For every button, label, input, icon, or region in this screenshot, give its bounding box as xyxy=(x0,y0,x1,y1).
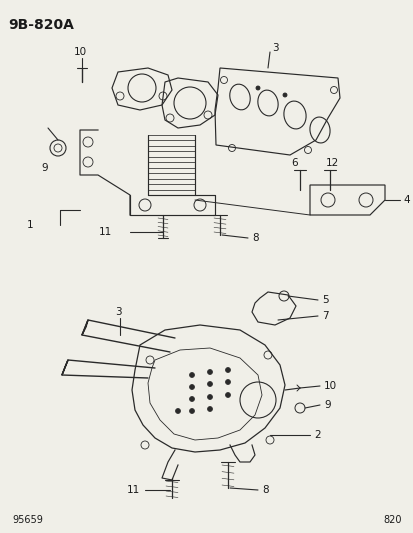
Circle shape xyxy=(225,367,230,373)
Circle shape xyxy=(207,382,212,386)
Circle shape xyxy=(189,397,194,401)
Polygon shape xyxy=(62,360,68,375)
Text: 5: 5 xyxy=(321,295,328,305)
Circle shape xyxy=(255,86,259,90)
Text: 3: 3 xyxy=(271,43,278,53)
Text: 9B-820A: 9B-820A xyxy=(8,18,74,32)
Text: 2: 2 xyxy=(313,430,320,440)
Text: 10: 10 xyxy=(323,381,336,391)
Circle shape xyxy=(225,392,230,398)
Circle shape xyxy=(189,384,194,390)
Text: 12: 12 xyxy=(325,158,338,168)
Text: 6: 6 xyxy=(291,158,298,168)
Circle shape xyxy=(282,93,286,97)
Text: 1: 1 xyxy=(26,220,33,230)
Text: 9: 9 xyxy=(42,163,48,173)
Text: 820: 820 xyxy=(382,515,401,525)
Text: 8: 8 xyxy=(261,485,268,495)
Text: 4: 4 xyxy=(402,195,408,205)
Circle shape xyxy=(189,408,194,414)
Text: 7: 7 xyxy=(321,311,328,321)
Text: 11: 11 xyxy=(126,485,140,495)
Text: 9: 9 xyxy=(323,400,330,410)
Circle shape xyxy=(175,408,180,414)
Circle shape xyxy=(207,369,212,375)
Circle shape xyxy=(189,373,194,377)
Text: 11: 11 xyxy=(99,227,112,237)
Text: 3: 3 xyxy=(114,307,121,317)
Text: 95659: 95659 xyxy=(12,515,43,525)
Circle shape xyxy=(207,394,212,400)
Circle shape xyxy=(207,407,212,411)
Circle shape xyxy=(225,379,230,384)
Text: 10: 10 xyxy=(73,47,86,57)
Polygon shape xyxy=(82,320,88,335)
Text: 8: 8 xyxy=(252,233,258,243)
